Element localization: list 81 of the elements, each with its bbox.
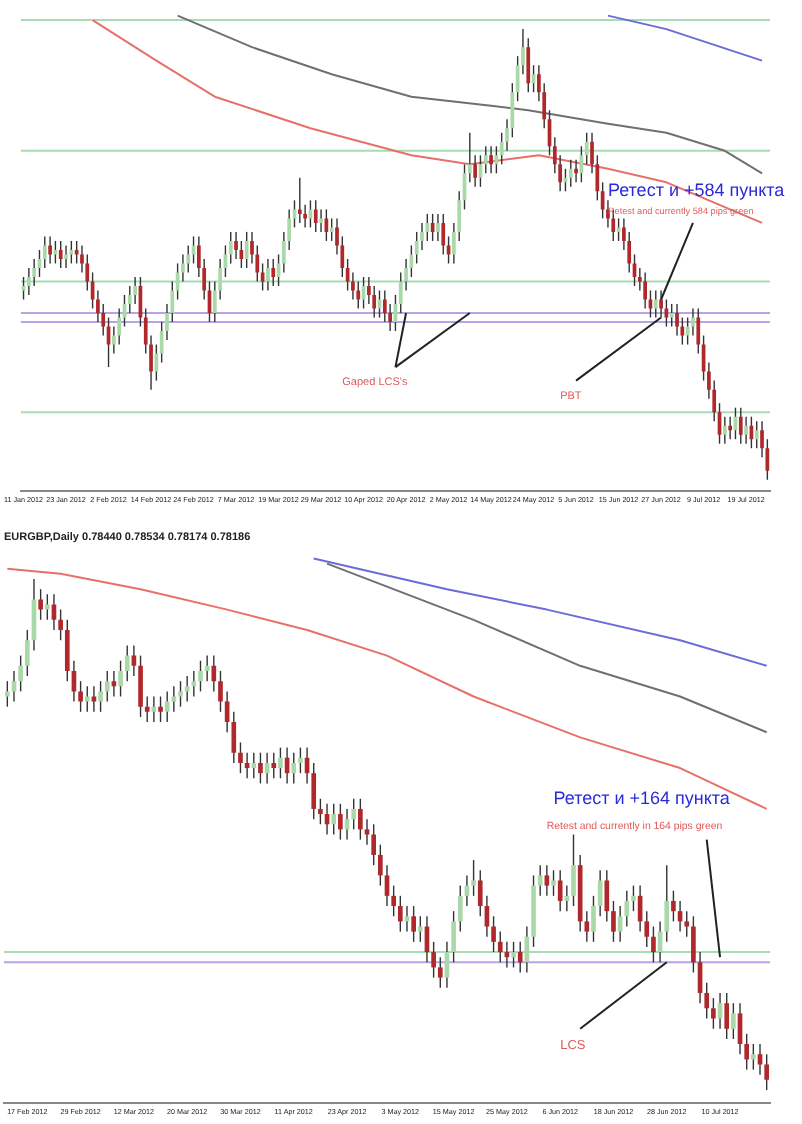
- candlestick: [44, 593, 50, 621]
- candlestick: [331, 803, 337, 836]
- candlestick: [258, 752, 263, 785]
- candlestick: [544, 864, 550, 897]
- candlestick: [631, 884, 636, 912]
- candlestick: [441, 213, 446, 256]
- candlestick: [744, 415, 748, 445]
- candlestick: [158, 695, 163, 723]
- candlestick: [178, 680, 183, 708]
- candlestick: [356, 280, 361, 310]
- candlestick: [568, 159, 573, 188]
- annotation: Ретест и +584 пункта: [607, 179, 785, 200]
- candlestick: [691, 307, 695, 337]
- candlestick: [659, 289, 663, 319]
- candlestick: [754, 420, 759, 449]
- candlestick: [675, 303, 679, 337]
- candlestick: [244, 231, 249, 269]
- candlestick: [728, 415, 733, 440]
- candlestick: [557, 869, 563, 912]
- candlestick: [436, 213, 440, 242]
- candlestick: [278, 746, 283, 779]
- candlestick: [685, 316, 690, 346]
- candlestick: [724, 992, 730, 1040]
- candlestick: [58, 240, 63, 269]
- candlestick: [417, 915, 423, 943]
- candlestick: [489, 145, 493, 175]
- candlestick: [38, 588, 43, 621]
- candlestick: [757, 1043, 763, 1076]
- candlestick: [98, 680, 103, 713]
- candlestick: [517, 941, 523, 974]
- candlestick: [74, 240, 79, 265]
- candlestick: [358, 798, 363, 841]
- candlestick: [104, 670, 110, 703]
- candlestick: [751, 1043, 756, 1071]
- candlestick: [711, 997, 716, 1030]
- candlestick: [42, 235, 47, 269]
- candlestick: [372, 285, 377, 319]
- candlestick: [738, 406, 743, 445]
- candlestick: [571, 833, 576, 907]
- candlestick: [271, 258, 276, 287]
- candlestick: [537, 864, 543, 897]
- candlestick: [722, 415, 727, 445]
- candlestick: [69, 240, 74, 265]
- candlestick: [526, 37, 531, 93]
- candlestick: [298, 746, 303, 774]
- candlestick: [643, 271, 648, 310]
- candlestick: [171, 685, 177, 713]
- candlestick: [271, 752, 277, 779]
- candlestick: [91, 685, 97, 713]
- candlestick: [371, 823, 377, 866]
- candlestick: [144, 695, 150, 723]
- candlestick: [329, 217, 334, 242]
- candlestick: [251, 752, 257, 779]
- candlestick: [84, 685, 90, 713]
- candlestick: [425, 213, 430, 242]
- candlestick: [669, 303, 674, 328]
- candlestick: [297, 177, 302, 224]
- candlestick: [184, 675, 190, 703]
- candlestick: [731, 1002, 736, 1040]
- candlestick: [186, 244, 191, 274]
- candlestick: [319, 208, 323, 233]
- candlestick: [291, 752, 297, 785]
- candlestick: [124, 644, 130, 682]
- candlestick: [653, 289, 658, 319]
- candlestick: [497, 930, 503, 963]
- candlestick: [48, 235, 52, 265]
- candlestick: [411, 905, 416, 943]
- candlestick: [118, 660, 123, 698]
- candlestick: [437, 956, 443, 989]
- candlestick: [164, 690, 170, 723]
- candlestick: [234, 231, 238, 260]
- candlestick: [313, 199, 318, 233]
- annotation: Ретест и +164 пункта: [553, 787, 730, 808]
- candlestick: [198, 660, 203, 693]
- candlestick: [382, 289, 387, 323]
- candlestick: [397, 895, 403, 933]
- candlestick: [574, 159, 578, 184]
- candlestick: [338, 803, 343, 841]
- candlestick: [551, 869, 556, 897]
- candlestick: [651, 925, 656, 963]
- candlestick: [64, 244, 68, 269]
